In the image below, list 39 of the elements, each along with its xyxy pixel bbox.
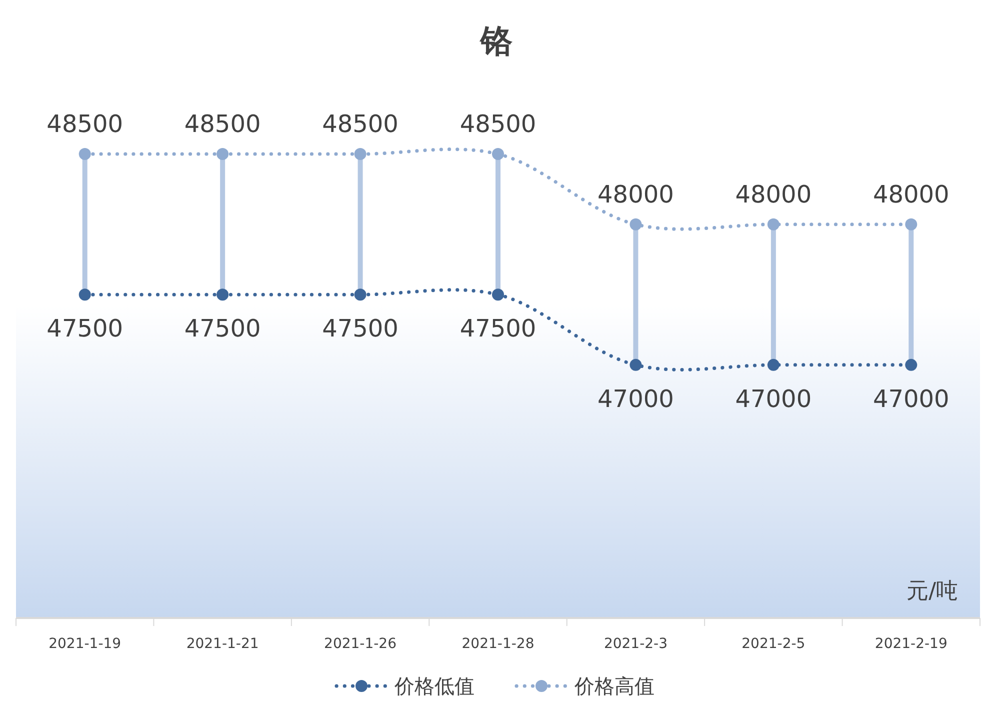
data-label: 48000 [872,180,950,208]
data-label: 47500 [322,314,398,343]
data-label: 48500 [460,110,536,138]
data-label: 47000 [872,384,950,413]
point [216,148,229,160]
point [78,288,91,301]
point [216,288,229,301]
data-label: 47000 [735,384,812,413]
point [492,148,504,160]
point [905,358,918,371]
x-tick-label: 2021-2-3 [604,636,668,652]
point [78,148,91,160]
data-label: 47500 [46,314,124,343]
point [905,218,918,230]
data-label: 47500 [184,314,261,343]
x-tick-label: 2021-1-28 [462,636,534,652]
legend-label: 价格低值 [394,674,474,698]
point [354,288,366,301]
x-tick-label: 2021-2-19 [874,636,948,652]
x-tick-label: 2021-1-21 [186,636,259,652]
x-tick-label: 2021-1-19 [48,636,122,652]
text: 元/吨 [906,579,958,604]
point [354,148,366,160]
data-label: 48000 [735,180,812,208]
point [767,358,780,371]
x-tick-label: 2021-2-5 [742,636,806,652]
data-label: 48500 [184,110,261,138]
point [630,218,642,230]
point [630,358,642,371]
point [492,288,504,301]
data-label: 47000 [598,384,674,413]
data-label: 48500 [46,110,124,138]
legend-label: 价格高值 [574,674,654,698]
data-label: 48500 [322,110,398,138]
point [767,218,780,230]
x-tick-label: 2021-1-26 [324,636,397,652]
data-label: 48000 [598,180,674,208]
data-label: 47500 [460,314,536,343]
chart-title: 铬 [478,22,514,60]
